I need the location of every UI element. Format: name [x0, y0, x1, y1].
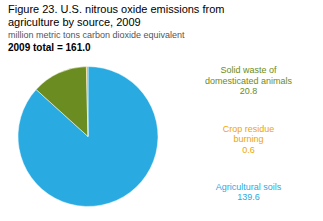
html-text:million metric tons carbon dio: million metric tons carbon dioxide equiv…	[8, 30, 185, 40]
html-text:Figure 23. U.S. nitrous oxide: Figure 23. U.S. nitrous oxide emissions …	[8, 3, 225, 28]
html-text:2009 total = 161.0: 2009 total = 161.0	[8, 42, 91, 53]
svg-text:Crop residueburning0.6: Crop residueburning0.6	[223, 124, 275, 155]
svg-text:Solid waste ofdomesticated ani: Solid waste ofdomesticated animals20.8	[205, 65, 293, 96]
svg-text:Agricultural soils139.6: Agricultural soils139.6	[216, 182, 282, 202]
